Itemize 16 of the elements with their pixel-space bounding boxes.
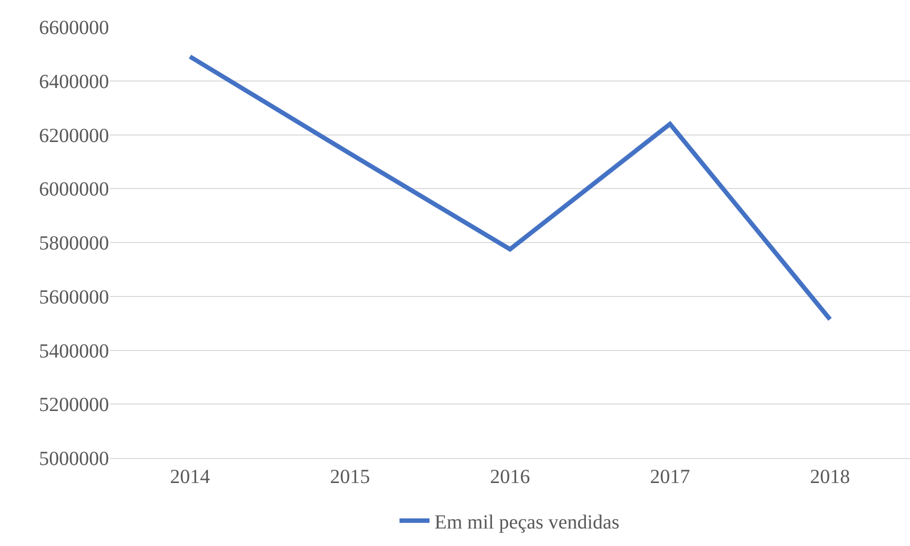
y-tick-label: 5400000 bbox=[39, 340, 109, 362]
y-tick-label: 5800000 bbox=[39, 232, 109, 254]
x-tick-label: 2015 bbox=[330, 466, 370, 488]
line-series bbox=[188, 54, 832, 322]
x-tick-label: 2017 bbox=[650, 466, 690, 488]
x-tick-label: 2018 bbox=[810, 466, 850, 488]
y-tick-label: 5200000 bbox=[39, 394, 109, 416]
y-tick-label: 6000000 bbox=[39, 178, 109, 201]
y-tick-label: 6400000 bbox=[39, 70, 109, 93]
x-tick-label: 2016 bbox=[490, 466, 530, 488]
y-tick-label: 5600000 bbox=[39, 286, 109, 308]
y-tick-label: 5000000 bbox=[39, 448, 109, 470]
y-tick-label: 6200000 bbox=[39, 124, 109, 147]
y-tick-label: 6600000 bbox=[39, 17, 109, 39]
legend-label: Em mil peças vendidas bbox=[434, 511, 620, 534]
x-tick-label: 2014 bbox=[170, 466, 210, 488]
